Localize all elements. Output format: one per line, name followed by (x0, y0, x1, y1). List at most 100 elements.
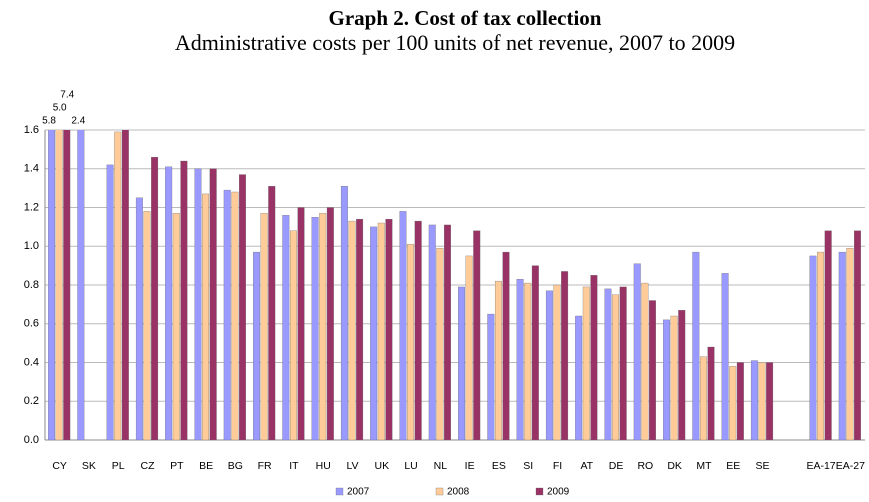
bar (699, 356, 707, 440)
bar (289, 230, 297, 440)
bar (663, 319, 670, 440)
x-tick-label: FR (258, 460, 272, 472)
legend-swatch (435, 487, 444, 496)
bar (180, 160, 188, 440)
bar (582, 286, 590, 440)
bar (473, 230, 481, 440)
bar (838, 251, 846, 440)
bar (377, 222, 385, 440)
x-tick-label: EA-17 (806, 460, 835, 472)
bar (231, 191, 239, 440)
y-tick-label: 0.2 (24, 395, 39, 407)
bar (641, 282, 649, 440)
x-tick-label: CY (52, 460, 67, 472)
bar (444, 224, 451, 440)
bar (282, 215, 290, 440)
bar (612, 294, 620, 440)
bar (209, 168, 217, 440)
bar (524, 282, 532, 440)
bar (77, 130, 85, 440)
bar (458, 286, 465, 440)
bar (846, 248, 854, 440)
y-tick-label: 0.0 (24, 434, 39, 446)
x-tick-label: PL (112, 460, 125, 472)
y-tick-label: 0.6 (24, 318, 39, 330)
bar (729, 366, 737, 440)
bar (370, 226, 378, 440)
chart-title: Graph 2. Cost of tax collection (329, 6, 602, 30)
x-tick-label: BE (199, 460, 213, 472)
bar (590, 275, 598, 440)
bar (340, 186, 348, 440)
bar (55, 130, 63, 440)
bar (106, 164, 114, 440)
bar (750, 360, 758, 440)
bar (502, 251, 510, 440)
bar (707, 346, 715, 440)
bar (143, 211, 151, 440)
bar (604, 288, 612, 440)
value-label: 5.0 (53, 103, 67, 114)
legend-label: 2008 (447, 487, 470, 498)
x-tick-label: EE (726, 460, 740, 472)
bar (297, 207, 305, 440)
bar (356, 218, 364, 440)
legend-label: 2009 (547, 487, 570, 498)
x-tick-label: DE (609, 460, 624, 472)
x-tick-label: SI (523, 460, 533, 472)
x-tick-label: MT (696, 460, 712, 472)
bar (121, 130, 129, 440)
y-tick-label: 1.6 (24, 124, 39, 136)
bar (348, 220, 356, 440)
bar (268, 186, 276, 440)
bar (561, 271, 569, 440)
bar (260, 213, 268, 440)
bar (48, 130, 55, 440)
bar (194, 168, 202, 440)
chart-subtitle: Administrative costs per 100 units of ne… (175, 30, 735, 55)
bar (692, 251, 700, 440)
y-tick-label: 1.4 (24, 163, 39, 175)
bar (736, 362, 744, 440)
bar (151, 156, 159, 440)
bar (516, 279, 524, 440)
bar (633, 263, 641, 440)
x-tick-label: HU (316, 460, 331, 472)
bar (545, 290, 553, 440)
x-tick-label: RO (637, 460, 653, 472)
bar (414, 220, 422, 440)
value-label: 2.4 (71, 116, 85, 127)
value-label: 7.4 (60, 90, 74, 101)
bar (487, 313, 495, 440)
x-tick-label: IT (289, 460, 299, 472)
x-tick-label: BG (228, 460, 243, 472)
x-tick-label: DK (667, 460, 682, 472)
bar (619, 286, 627, 440)
bar (758, 362, 766, 440)
bar (399, 211, 407, 440)
bar (63, 130, 71, 440)
x-tick-label: LU (404, 460, 417, 472)
bar (854, 230, 861, 440)
x-tick-label: SK (82, 460, 96, 472)
y-tick-label: 1.2 (24, 201, 39, 213)
legend-swatch (535, 487, 544, 496)
x-tick-label: FI (553, 460, 562, 472)
bar (465, 255, 473, 440)
bar (721, 273, 729, 440)
bar (436, 248, 444, 440)
bar (766, 362, 774, 440)
bar (326, 207, 334, 440)
bar (649, 300, 656, 440)
y-tick-label: 1.0 (24, 240, 39, 252)
x-tick-label: PT (170, 460, 184, 472)
bar (135, 197, 143, 440)
bar (531, 265, 539, 440)
bar (553, 284, 561, 440)
bar (428, 224, 436, 440)
bar (809, 255, 817, 440)
value-label: 5.8 (42, 116, 56, 127)
bar (575, 315, 583, 440)
bar (824, 230, 832, 440)
